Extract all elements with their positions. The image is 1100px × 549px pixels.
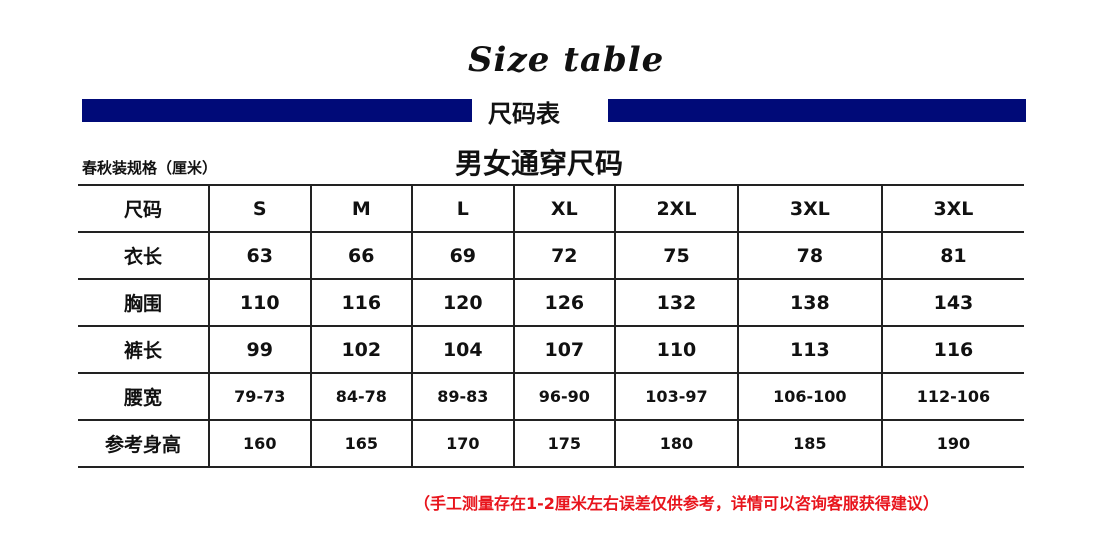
- table-cell: 116: [309, 278, 414, 327]
- table-cell: 96-90: [512, 372, 617, 421]
- table-row: 裤长 99 102 104 107 110 113 116: [78, 325, 1024, 374]
- table-cell: 132: [614, 278, 739, 327]
- table-row: 衣长 63 66 69 72 75 78 81: [78, 231, 1024, 280]
- table-cell: 106-100: [736, 372, 883, 421]
- table-row: 胸围 110 116 120 126 132 138 143: [78, 278, 1024, 327]
- table-cell: 81: [880, 231, 1024, 280]
- row-label: 参考身高: [78, 419, 210, 468]
- table-cell: 103-97: [614, 372, 739, 421]
- table-cell: 104: [411, 325, 515, 374]
- table-cell: 138: [736, 278, 883, 327]
- table-cell: 75: [614, 231, 739, 280]
- table-cell: 89-83: [411, 372, 515, 421]
- subtitle: 尺码表: [488, 100, 560, 128]
- size-header-cell: 3XL: [736, 184, 883, 233]
- table-row: 参考身高 160 165 170 175 180 185 190: [78, 419, 1024, 468]
- table-cell: 126: [512, 278, 617, 327]
- row-label: 裤长: [78, 325, 210, 374]
- table-cell: 107: [512, 325, 617, 374]
- table-cell: 69: [411, 231, 515, 280]
- table-cell: 99: [208, 325, 312, 374]
- table-cell: 113: [736, 325, 883, 374]
- size-header-cell: 2XL: [614, 184, 739, 233]
- size-header-cell: L: [411, 184, 515, 233]
- title-bar-left: [82, 99, 472, 122]
- size-header-cell: S: [208, 184, 312, 233]
- size-table: 尺码 S M L XL 2XL 3XL 3XL 衣长 63 66 69 72 75 78 81 胸围 110 116…: [78, 184, 1024, 468]
- size-header-cell: M: [309, 184, 414, 233]
- table-cell: 79-73: [208, 372, 312, 421]
- table-cell: 110: [208, 278, 312, 327]
- table-row: 腰宽 79-73 84-78 89-83 96-90 103-97 106-100 112-1…: [78, 372, 1024, 421]
- header-row: 尺码 S M L XL 2XL 3XL 3XL: [78, 184, 1024, 233]
- size-table-title: Size table: [468, 40, 665, 80]
- table-cell: 180: [614, 419, 739, 468]
- table-cell: 165: [309, 419, 414, 468]
- table-cell: 78: [736, 231, 883, 280]
- table-heading: 男女通穿尺码: [455, 147, 624, 180]
- table-cell: 110: [614, 325, 739, 374]
- size-header-cell: XL: [512, 184, 617, 233]
- table-cell: 84-78: [309, 372, 414, 421]
- table-cell: 66: [309, 231, 414, 280]
- table-cell: 175: [512, 419, 617, 468]
- table-cell: 143: [880, 278, 1024, 327]
- table-cell: 116: [880, 325, 1024, 374]
- table-cell: 112-106: [880, 372, 1024, 421]
- row-label: 胸围: [78, 278, 210, 327]
- measurement-note: （手工测量存在1-2厘米左右误差仅供参考，详情可以咨询客服获得建议）: [414, 494, 939, 513]
- table-cell: 63: [208, 231, 312, 280]
- size-header-cell: 3XL: [880, 184, 1024, 233]
- table-cell: 185: [736, 419, 883, 468]
- row-label: 衣长: [78, 231, 210, 280]
- table-cell: 160: [208, 419, 312, 468]
- table-cell: 102: [309, 325, 414, 374]
- table-cell: 170: [411, 419, 515, 468]
- table-cell: 72: [512, 231, 617, 280]
- row-label: 腰宽: [78, 372, 210, 421]
- row-label: 尺码: [78, 184, 210, 233]
- title-bar-right: [608, 99, 1026, 122]
- table-cell: 190: [880, 419, 1024, 468]
- table-cell: 120: [411, 278, 515, 327]
- spec-label: 春秋装规格（厘米）: [82, 159, 218, 177]
